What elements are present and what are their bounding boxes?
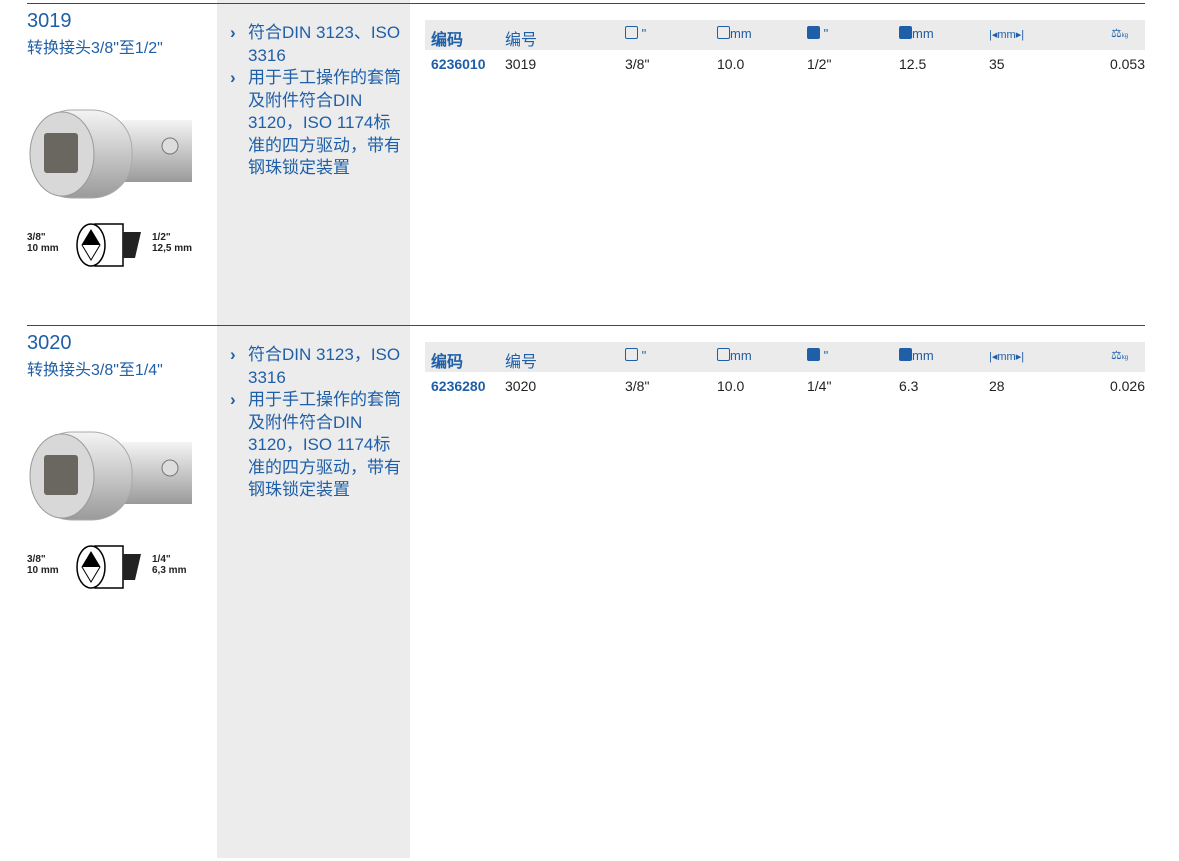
header-number: 编号	[505, 32, 538, 49]
product-number: 3020	[27, 332, 72, 354]
feature-item: › 用于手工操作的套筒及附件符合DIN 3120，ISO 1174标准的四方驱动，…	[230, 389, 405, 502]
input-size: 3/8"	[27, 232, 46, 243]
cell-square-mm: 10.0	[717, 56, 745, 72]
feature-list: › 符合DIN 3123，ISO 3316 › 用于手工操作的套筒及附件符合DIN …	[230, 344, 405, 502]
cell-code[interactable]: 6236010	[431, 56, 486, 72]
section-divider	[27, 3, 1145, 4]
square-outline-icon	[625, 348, 638, 361]
cell-number: 3020	[505, 378, 537, 394]
header-length: |◂mm▸|	[989, 29, 1025, 41]
cell-weight: 0.053	[1109, 56, 1145, 72]
square-filled-icon	[807, 348, 820, 361]
drive-size-diagram: 3/8" 10 mm 1/4" 6,3 mm	[27, 544, 207, 592]
feature-text: 符合DIN 3123、ISO 3316	[248, 23, 401, 65]
cell-drive-inch: 1/4"	[807, 378, 832, 394]
feature-column-bg	[217, 0, 410, 858]
square-outline-icon	[625, 26, 638, 39]
square-filled-icon	[899, 26, 912, 39]
square-filled-icon	[899, 348, 912, 361]
chevron-right-icon: ›	[230, 23, 236, 42]
cell-drive-mm: 6.3	[899, 378, 919, 394]
header-code: 编码	[431, 32, 464, 49]
header-weight: ⚖kg	[1111, 26, 1129, 40]
header-drive-inch: "	[807, 348, 828, 363]
header-square-mm: mm	[717, 26, 752, 41]
input-size: 3/8"	[27, 554, 46, 565]
scale-icon: ⚖	[1111, 26, 1122, 40]
cell-square-inch: 3/8"	[625, 56, 650, 72]
product-number: 3019	[27, 10, 72, 32]
cell-length: 28	[989, 378, 1005, 394]
header-code: 编码	[431, 354, 464, 371]
cell-weight: 0.026	[1109, 378, 1145, 394]
feature-list: › 符合DIN 3123、ISO 3316 › 用于手工操作的套筒及附件符合DIN …	[230, 22, 405, 180]
header-square-inch: "	[625, 26, 646, 41]
cell-drive-inch: 1/2"	[807, 56, 832, 72]
chevron-right-icon: ›	[230, 390, 236, 409]
length-arrow-icon: |◂	[989, 29, 998, 41]
table-row: 6236280 3020 3/8" 10.0 1/4" 6.3 28 0.026	[425, 378, 1145, 398]
table-header: 编码 编号 " mm " mm |◂mm▸| ⚖kg	[425, 342, 1145, 372]
chevron-right-icon: ›	[230, 68, 236, 87]
square-outline-icon	[717, 348, 730, 361]
section-divider	[27, 325, 1145, 326]
feature-text: 用于手工操作的套筒及附件符合DIN 3120，ISO 1174标准的四方驱动，带…	[248, 390, 401, 499]
square-outline-icon	[717, 26, 730, 39]
header-drive-inch: "	[807, 26, 828, 41]
output-size: 1/4"	[152, 554, 171, 565]
adapter-outline-icon	[76, 223, 141, 267]
input-size-mm: 10 mm	[27, 565, 59, 576]
output-size: 1/2"	[152, 232, 171, 243]
cell-length: 35	[989, 56, 1005, 72]
adapter-outline-icon	[76, 545, 141, 589]
cell-square-mm: 10.0	[717, 378, 745, 394]
cell-number: 3019	[505, 56, 537, 72]
table-row: 6236010 3019 3/8" 10.0 1/2" 12.5 35 0.05…	[425, 56, 1145, 76]
output-size-mm: 6,3 mm	[152, 565, 187, 576]
chevron-right-icon: ›	[230, 345, 236, 364]
header-square-inch: "	[625, 348, 646, 363]
feature-text: 符合DIN 3123，ISO 3316	[248, 345, 401, 387]
header-weight: ⚖kg	[1111, 348, 1129, 362]
product-title: 转换接头3/8"至1/2"	[27, 40, 163, 57]
drive-size-diagram: 3/8" 10 mm 1/2" 12,5 mm	[27, 222, 207, 270]
feature-item: › 符合DIN 3123、ISO 3316	[230, 22, 405, 67]
scale-icon: ⚖	[1111, 348, 1122, 362]
cell-square-inch: 3/8"	[625, 378, 650, 394]
feature-text: 用于手工操作的套筒及附件符合DIN 3120，ISO 1174标准的四方驱动，带…	[248, 68, 401, 177]
cell-code[interactable]: 6236280	[431, 378, 486, 394]
header-square-mm: mm	[717, 348, 752, 363]
output-size-mm: 12,5 mm	[152, 243, 193, 254]
square-filled-icon	[807, 26, 820, 39]
product-title: 转换接头3/8"至1/4"	[27, 362, 163, 379]
product-section: 3019 转换接头3/8"至1/2" 3/8" 10 mm 1/2" 12,5 mm…	[0, 0, 1179, 320]
header-drive-mm: mm	[899, 26, 934, 41]
adapter-photo	[29, 431, 192, 521]
feature-item: › 用于手工操作的套筒及附件符合DIN 3120，ISO 1174标准的四方驱动，…	[230, 67, 405, 180]
product-section: 3020 转换接头3/8"至1/4" 3/8" 10 mm 1/4" 6,3 mm …	[0, 322, 1179, 642]
cell-drive-mm: 12.5	[899, 56, 927, 72]
header-number: 编号	[505, 354, 538, 371]
feature-item: › 符合DIN 3123，ISO 3316	[230, 344, 405, 389]
header-length: |◂mm▸|	[989, 351, 1025, 363]
adapter-photo	[29, 109, 192, 199]
length-arrow-icon: |◂	[989, 351, 998, 363]
table-header: 编码 编号 " mm " mm |◂mm▸| ⚖kg	[425, 20, 1145, 50]
header-drive-mm: mm	[899, 348, 934, 363]
input-size-mm: 10 mm	[27, 243, 59, 254]
